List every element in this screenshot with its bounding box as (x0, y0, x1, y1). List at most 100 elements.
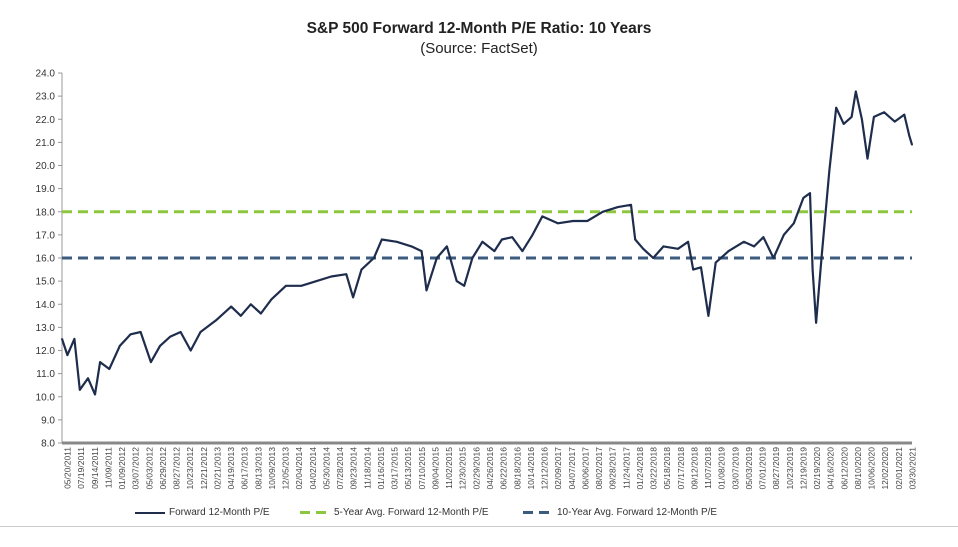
x-tick-label: 04/19/2013 (226, 447, 236, 490)
forward-pe-point (315, 280, 318, 283)
x-tick-label: 08/27/2019 (771, 447, 781, 490)
y-tick-label: 10.0 (36, 392, 56, 403)
x-tick-label: 07/28/2014 (335, 447, 345, 490)
x-tick-label: 10/23/2019 (785, 447, 795, 490)
forward-pe-point (215, 319, 217, 322)
legend-swatch-dashed-blue (523, 511, 553, 514)
forward-pe-point (372, 257, 375, 259)
x-tick-label: 09/04/2015 (430, 447, 440, 490)
y-tick-label: 17.0 (36, 230, 56, 241)
forward-pe-point (634, 238, 637, 241)
x-tick-label: 08/27/2012 (172, 447, 182, 490)
forward-pe-point (662, 245, 665, 248)
forward-pe-point (300, 284, 303, 287)
legend-label: 10-Year Avg. Forward 12-Month P/E (557, 507, 718, 518)
forward-pe-point (463, 284, 466, 287)
x-tick-label: 02/19/2020 (812, 447, 822, 490)
x-tick-label: 09/23/2014 (349, 447, 359, 490)
forward-pe-point (782, 233, 785, 236)
x-tick-label: 11/24/2017 (621, 447, 631, 489)
x-tick-label: 08/02/2017 (594, 447, 604, 490)
x-tick-label: 02/21/2013 (212, 447, 222, 490)
forward-pe-point (159, 344, 161, 347)
x-tick-label: 01/09/2012 (117, 447, 127, 490)
forward-pe-point (360, 268, 363, 271)
forward-pe-point (677, 247, 679, 250)
forward-pe-point (380, 238, 383, 241)
forward-pe-point (78, 388, 81, 391)
x-tick-label: 08/10/2020 (853, 447, 863, 490)
x-tick-label: 06/22/2016 (499, 447, 509, 490)
forward-pe-point (727, 250, 730, 252)
y-tick-label: 11.0 (36, 369, 55, 380)
forward-pe-point (345, 273, 348, 276)
forward-pe-point (617, 206, 619, 209)
x-tick-label: 02/01/2021 (894, 447, 904, 490)
forward-pe-point (108, 368, 111, 370)
forward-pe-point (471, 257, 474, 259)
forward-pe-point (687, 240, 689, 243)
forward-pe-point (630, 203, 632, 206)
x-tick-label: 08/18/2016 (512, 447, 522, 490)
y-tick-label: 13.0 (36, 323, 56, 334)
legend: Forward 12-Month P/E 5-Year Avg. Forward… (0, 507, 958, 523)
chart-title: S&P 500 Forward 12-Month P/E Ratio: 10 Y… (306, 20, 652, 37)
forward-pe-point (642, 247, 645, 250)
forward-pe-point (762, 236, 765, 239)
x-tick-label: 06/17/2013 (240, 447, 250, 490)
forward-pe-line (60, 90, 914, 396)
forward-pe-point (455, 280, 458, 283)
x-tick-label: 12/30/2015 (458, 447, 468, 490)
forward-pe-point (420, 250, 423, 252)
x-tick-label: 05/13/2015 (403, 447, 413, 490)
x-tick-label: 01/08/2019 (717, 447, 727, 490)
forward-pe-point (820, 257, 823, 259)
x-tick-label: 05/30/2014 (321, 447, 331, 490)
forward-pe-point (872, 116, 875, 118)
x-tick-label: 12/02/2020 (880, 447, 890, 490)
x-tick-label: 03/07/2012 (131, 447, 141, 490)
x-tick-label: 06/12/2020 (839, 447, 849, 490)
forward-pe-point (270, 298, 273, 301)
legend-swatch-solid (135, 511, 165, 514)
forward-pe-point (511, 236, 514, 239)
forward-pe-point (249, 303, 252, 306)
legend-item-10yr-avg: 10-Year Avg. Forward 12-Month P/E (523, 507, 717, 518)
forward-pe-point (139, 331, 142, 333)
forward-pe-point (815, 321, 817, 324)
forward-pe-point (87, 377, 89, 380)
x-tick-label: 04/07/2017 (567, 447, 577, 490)
forward-pe-point (742, 240, 745, 243)
y-tick-label: 24.0 (36, 69, 56, 80)
forward-pe-point (809, 192, 811, 195)
x-tick-label: 07/01/2019 (758, 447, 768, 490)
forward-pe-point (435, 257, 438, 259)
x-tick-label: 02/09/2017 (553, 447, 563, 490)
x-tick-label: 10/06/2020 (867, 447, 877, 490)
legend-swatch-dashed-green (300, 511, 330, 514)
forward-pe-point (189, 349, 192, 352)
forward-pe-point (586, 220, 589, 222)
forward-pe-point (169, 335, 172, 338)
y-tick-label: 20.0 (36, 161, 56, 172)
x-tick-label: 07/19/2011 (76, 447, 86, 489)
x-tick-label: 12/21/2012 (199, 447, 209, 490)
forward-pe-point (118, 344, 121, 347)
forward-pe-point (842, 122, 845, 125)
forward-pe-point (866, 157, 869, 160)
forward-pe-point (883, 111, 886, 114)
x-tick-label: 04/16/2020 (826, 447, 836, 490)
forward-pe-point (850, 116, 853, 118)
x-tick-label: 06/29/2012 (158, 447, 168, 490)
forward-pe-point (445, 245, 448, 248)
forward-pe-point (531, 233, 534, 236)
forward-pe-point (802, 196, 805, 199)
x-tick-label: 01/24/2018 (635, 447, 645, 490)
forward-pe-point (772, 257, 775, 259)
x-tick-label: 11/02/2015 (444, 447, 454, 489)
x-tick-label: 09/14/2011 (90, 447, 100, 489)
legend-item-5yr-avg: 5-Year Avg. Forward 12-Month P/E (300, 507, 489, 518)
y-tick-label: 8.0 (41, 439, 55, 450)
x-tick-label: 04/26/2016 (485, 447, 495, 490)
forward-pe-point (239, 314, 242, 317)
